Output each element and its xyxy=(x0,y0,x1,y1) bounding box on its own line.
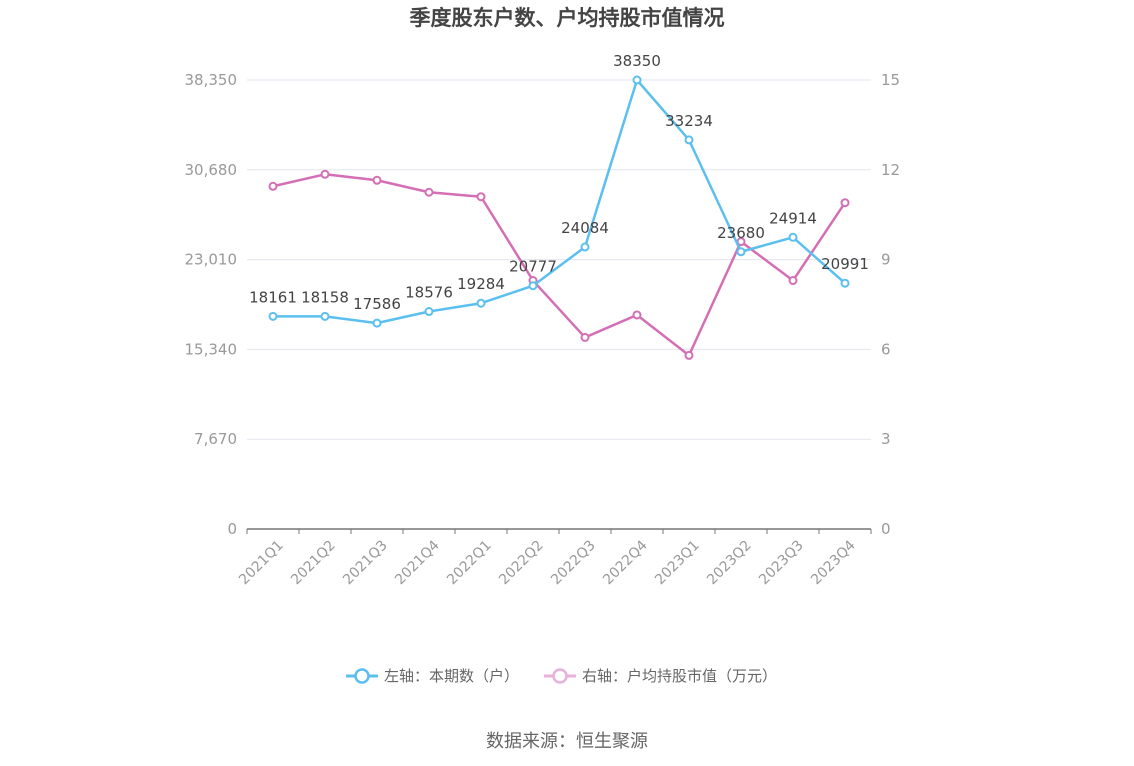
data-point-left xyxy=(320,311,330,321)
data-label: 24914 xyxy=(769,209,817,227)
axes: 0 0 7,670 3 15,340 6 23,010 9 30,680 12 38,350 15 20… xyxy=(185,71,901,588)
x-axis-tick-label: 2023Q2 xyxy=(704,537,755,588)
series-layer xyxy=(268,75,850,360)
data-label: 17586 xyxy=(353,295,401,313)
data-point-right xyxy=(320,169,330,179)
data-point-left xyxy=(580,242,590,252)
legend-label-right: 右轴：户均持股市值（万元） xyxy=(582,667,777,685)
left-axis-tick: 38,350 xyxy=(185,71,238,89)
right-axis-tick: 3 xyxy=(881,430,891,448)
chart-title: 季度股东户数、户均持股市值情况 xyxy=(410,6,725,30)
data-label: 23680 xyxy=(717,224,765,242)
data-point-left xyxy=(424,307,434,317)
data-point-left xyxy=(736,247,746,257)
x-axis-tick-label: 2021Q3 xyxy=(340,537,391,588)
x-axis-tick-label: 2022Q2 xyxy=(496,537,547,588)
left-axis-tick: 0 xyxy=(227,520,237,538)
data-label: 24084 xyxy=(561,219,609,237)
data-point-right xyxy=(476,192,486,202)
data-label: 18158 xyxy=(301,288,349,306)
right-axis-tick: 15 xyxy=(881,71,900,89)
data-point-left xyxy=(788,232,798,242)
right-axis-tick: 0 xyxy=(881,520,891,538)
data-point-left xyxy=(476,298,486,308)
left-axis-tick: 23,010 xyxy=(185,251,238,269)
data-point-right xyxy=(580,332,590,342)
data-point-left xyxy=(372,318,382,328)
right-axis-tick: 9 xyxy=(881,251,891,269)
x-axis-tick-label: 2021Q2 xyxy=(288,537,339,588)
data-point-right xyxy=(788,276,798,286)
grid-lines xyxy=(247,79,871,440)
x-axis-tick-label: 2022Q1 xyxy=(444,537,495,588)
x-axis-tick-label: 2022Q4 xyxy=(600,537,651,588)
x-axis-tick-label: 2023Q1 xyxy=(652,537,703,588)
x-axis-tick-label: 2021Q4 xyxy=(392,537,443,588)
data-point-right xyxy=(632,310,642,320)
data-label: 18161 xyxy=(249,288,297,306)
right-axis-tick: 12 xyxy=(881,161,900,179)
data-point-right xyxy=(840,198,850,208)
series-line-left xyxy=(272,78,846,325)
legend-item-left[interactable]: 左轴：本期数（户） xyxy=(346,667,519,685)
data-point-right xyxy=(684,350,694,360)
data-label: 38350 xyxy=(613,52,661,70)
x-axis-tick-label: 2021Q1 xyxy=(236,537,287,588)
data-point-left xyxy=(840,278,850,288)
left-axis-tick: 15,340 xyxy=(185,340,238,358)
right-axis-tick: 6 xyxy=(881,340,891,358)
legend-item-right[interactable]: 右轴：户均持股市值（万元） xyxy=(544,667,777,685)
data-point-right xyxy=(424,187,434,197)
data-point-left xyxy=(528,281,538,291)
legend[interactable]: 左轴：本期数（户） 右轴：户均持股市值（万元） xyxy=(346,667,777,685)
source-note: 数据来源：恒生聚源 xyxy=(486,731,648,752)
data-label: 18576 xyxy=(405,284,453,302)
data-point-left xyxy=(684,135,694,145)
data-point-right xyxy=(268,181,278,191)
left-axis-tick: 7,670 xyxy=(194,430,237,448)
x-axis-tick-label: 2023Q3 xyxy=(756,537,807,588)
legend-label-left: 左轴：本期数（户） xyxy=(384,667,519,685)
data-point-right xyxy=(372,175,382,185)
data-label: 19284 xyxy=(457,275,505,293)
data-point-left xyxy=(632,75,642,85)
data-label: 20777 xyxy=(509,258,557,276)
data-label: 20991 xyxy=(821,255,869,273)
data-point-left xyxy=(268,311,278,321)
x-axis-tick-label: 2023Q4 xyxy=(808,537,859,588)
left-axis-tick: 30,680 xyxy=(185,161,238,179)
x-axis-tick-label: 2022Q3 xyxy=(548,537,599,588)
data-label: 33234 xyxy=(665,112,713,130)
